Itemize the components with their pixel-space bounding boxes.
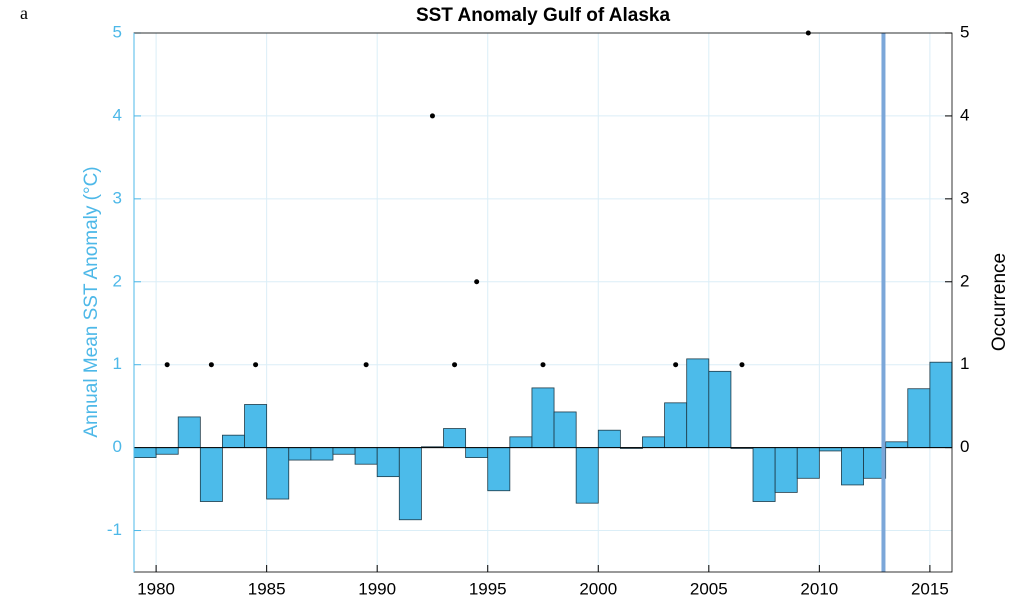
bar [133,447,157,458]
point [164,362,170,368]
y-tick-label: 3 [113,188,122,207]
bar [907,388,931,449]
point [429,113,435,119]
bar [266,447,290,500]
y2-tick-label: 1 [960,354,969,373]
bar [310,447,334,461]
bar [686,358,710,449]
bar [774,447,798,493]
bar [885,441,909,449]
bar [465,447,489,458]
bar [708,370,732,449]
y2-axis-label: Occurrence [989,253,1010,351]
point [253,362,259,368]
bar [575,447,599,504]
x-tick-label: 1995 [469,579,507,598]
bar [531,387,555,449]
x-tick-label: 2005 [690,579,728,598]
bar [553,411,577,449]
y2-tick-label: 4 [960,105,969,124]
chart-title: SST Anomaly Gulf of Alaska [416,5,671,26]
bar [796,447,820,479]
bar [752,447,776,502]
point [673,362,679,368]
y2-tick-label: 3 [960,188,969,207]
y2-tick-label: 2 [960,271,969,290]
point [452,362,458,368]
bar [376,447,400,478]
y2-tick-label: 5 [960,22,969,41]
bar [929,361,953,449]
x-tick-label: 2015 [911,579,949,598]
bar [244,404,268,449]
bar [664,402,688,449]
x-tick-label: 2010 [800,579,838,598]
bar [354,447,378,465]
x-tick-label: 1990 [358,579,396,598]
bar [155,447,179,455]
point [363,362,369,368]
y-tick-label: 0 [113,437,122,456]
bar [332,447,356,455]
x-tick-label: 1980 [137,579,175,598]
y-tick-label: -1 [107,520,122,539]
bar [841,447,864,486]
y-axis-label: Annual Mean SST Anomaly (°C) [81,166,102,437]
bar [199,447,223,502]
x-tick-label: 2000 [579,579,617,598]
bar [222,434,245,449]
bar [288,447,312,461]
bar [597,429,621,449]
bar [443,428,467,449]
y-tick-label: 2 [113,271,122,290]
point [739,362,745,368]
plot-frame [133,32,953,573]
panel-label: a [20,3,28,23]
point [540,362,546,368]
bar [177,416,201,449]
point [208,362,214,368]
x-tick-label: 1985 [248,579,286,598]
bar [487,447,511,492]
bar [642,436,665,449]
y2-tick-label: 0 [960,437,969,456]
y-tick-label: 4 [113,105,122,124]
y-tick-label: 5 [113,22,122,41]
bar [509,436,533,449]
bar [398,447,422,521]
point [474,279,480,285]
y-tick-label: 1 [113,354,122,373]
